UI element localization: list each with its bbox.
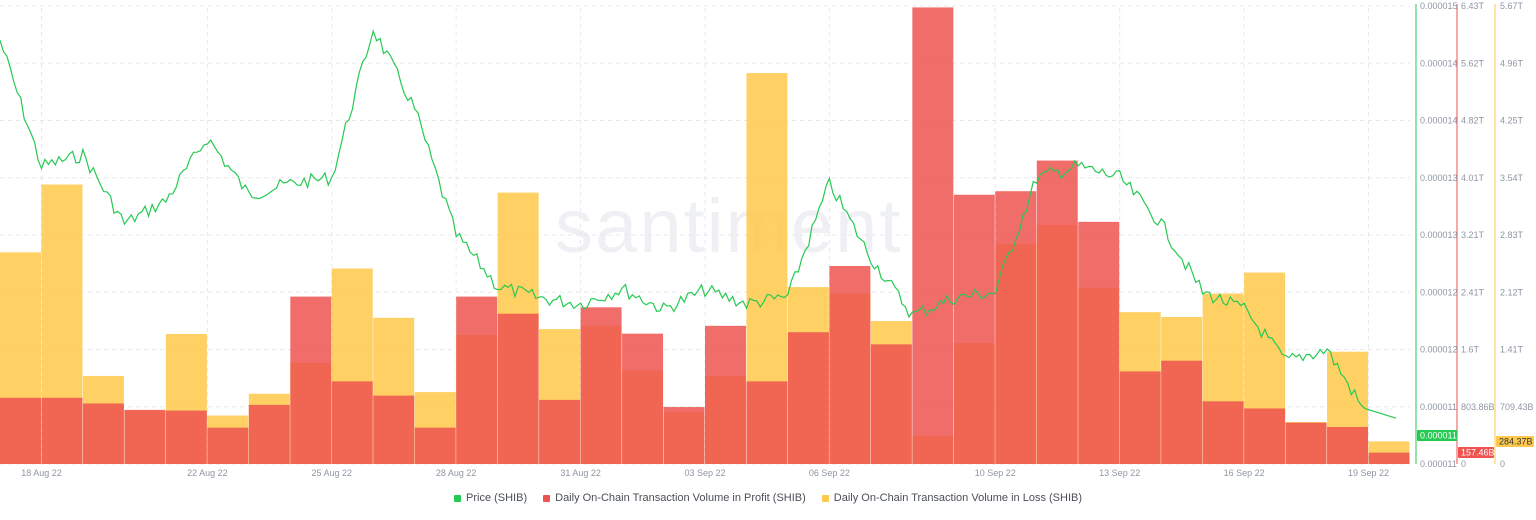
- profit-bar: [1327, 426, 1369, 464]
- profit-swatch: [543, 494, 551, 502]
- x-tick: 25 Aug 22: [311, 468, 352, 478]
- profit-tick: 6.43T: [1461, 1, 1485, 11]
- loss-tick: 2.83T: [1500, 230, 1524, 240]
- profit-bar: [1119, 371, 1161, 464]
- profit-bar: [41, 397, 83, 464]
- profit-bar: [746, 381, 788, 464]
- profit-bar: [373, 395, 415, 464]
- loss-tick: 3.54T: [1500, 173, 1524, 183]
- profit-tick: 2.41T: [1461, 287, 1485, 297]
- profit-bar: [787, 332, 829, 464]
- price-tick: 0.000013: [1420, 230, 1458, 240]
- x-tick: 18 Aug 22: [21, 468, 62, 478]
- x-tick: 28 Aug 22: [436, 468, 477, 478]
- profit-bar: [248, 404, 290, 464]
- profit-bar: [829, 265, 871, 464]
- profit-bar: [414, 427, 456, 464]
- profit-bar: [580, 307, 622, 464]
- price-tick: 0.000012: [1420, 287, 1458, 297]
- profit-bar: [456, 296, 498, 464]
- profit-bar: [497, 313, 539, 464]
- price-path: [0, 29, 1397, 419]
- profit-bar: [82, 403, 124, 464]
- legend-item-profit[interactable]: Daily On-Chain Transaction Volume in Pro…: [543, 492, 806, 504]
- profit-bar: [0, 397, 41, 464]
- price-tick: 0.000013: [1420, 173, 1458, 183]
- x-tick: 22 Aug 22: [187, 468, 228, 478]
- axes: 0.000015 0.000014 0.000014 0.000013 0.000013…: [21, 1, 1534, 478]
- price-swatch: [454, 494, 461, 502]
- profit-bar: [1202, 401, 1244, 464]
- profit-bar: [1036, 160, 1078, 464]
- loss-tick: 2.12T: [1500, 287, 1524, 297]
- legend-label-loss: Daily On-Chain Transaction Volume in Los…: [833, 492, 1082, 504]
- loss-tick: 4.25T: [1500, 116, 1524, 126]
- profit-bar: [165, 410, 207, 464]
- loss-current-badge-bg: [1496, 436, 1534, 447]
- loss-tick: 709.43B: [1500, 402, 1534, 412]
- loss-tick: 0: [1500, 459, 1505, 469]
- price-tick: 0.000011: [1420, 459, 1457, 469]
- x-tick: 10 Sep 22: [975, 468, 1016, 478]
- loss-swatch: [821, 494, 829, 502]
- price-current-badge: 0.000011: [1420, 431, 1457, 441]
- profit-bar: [207, 427, 249, 464]
- loss-tick: 5.67T: [1500, 1, 1524, 11]
- profit-bar: [1244, 408, 1286, 464]
- legend-label-price: Price (SHIB): [466, 492, 528, 504]
- loss-current-badge: 284.37B: [1499, 437, 1533, 447]
- legend-item-loss[interactable]: Daily On-Chain Transaction Volume in Los…: [821, 492, 1082, 504]
- legend-label-profit: Daily On-Chain Transaction Volume in Pro…: [555, 492, 806, 504]
- profit-bar: [331, 381, 373, 464]
- profit-bar: [539, 399, 581, 464]
- x-tick: 06 Sep 22: [809, 468, 850, 478]
- x-tick: 03 Sep 22: [684, 468, 725, 478]
- price-current-badge-bg: [1417, 430, 1457, 441]
- x-tick: 31 Aug 22: [560, 468, 601, 478]
- profit-bars: [0, 7, 1410, 465]
- loss-tick: 1.41T: [1500, 345, 1524, 355]
- legend-item-price[interactable]: Price (SHIB): [454, 492, 527, 504]
- x-tick: 16 Sep 22: [1224, 468, 1265, 478]
- profit-bar: [1078, 221, 1120, 464]
- profit-bar: [912, 7, 954, 465]
- price-tick: 0.000015: [1420, 1, 1458, 11]
- profit-bar: [290, 296, 332, 464]
- profit-bar: [870, 344, 912, 464]
- profit-tick: 3.21T: [1461, 230, 1485, 240]
- price-tick: 0.000011: [1420, 402, 1457, 412]
- profit-current-badge: 157.46B: [1461, 448, 1495, 458]
- legend: Price (SHIB) Daily On-Chain Transaction …: [0, 492, 1536, 504]
- loss-tick: 4.96T: [1500, 58, 1524, 68]
- profit-bar: [953, 194, 995, 464]
- profit-bar: [995, 191, 1037, 464]
- price-tick: 0.000014: [1420, 58, 1458, 68]
- profit-tick: 1.6T: [1461, 345, 1480, 355]
- profit-bar: [705, 325, 746, 464]
- price-tick: 0.000014: [1420, 116, 1458, 126]
- profit-bar: [124, 409, 166, 464]
- price-tick: 0.000012: [1420, 345, 1458, 355]
- profit-bar: [622, 333, 664, 464]
- profit-tick: 4.82T: [1461, 116, 1485, 126]
- profit-bar: [663, 407, 705, 464]
- profit-bar: [1285, 422, 1327, 464]
- profit-bar: [1368, 452, 1410, 464]
- profit-tick: 5.62T: [1461, 58, 1485, 68]
- profit-tick: 0: [1461, 459, 1466, 469]
- x-tick: 19 Sep 22: [1348, 468, 1389, 478]
- profit-tick: 4.01T: [1461, 173, 1485, 183]
- watermark: santiment: [555, 184, 903, 269]
- price-line: [0, 29, 1397, 419]
- profit-current-badge-bg: [1458, 447, 1494, 458]
- x-tick: 13 Sep 22: [1099, 468, 1140, 478]
- profit-tick: 803.86B: [1461, 402, 1495, 412]
- profit-bar: [1161, 360, 1203, 464]
